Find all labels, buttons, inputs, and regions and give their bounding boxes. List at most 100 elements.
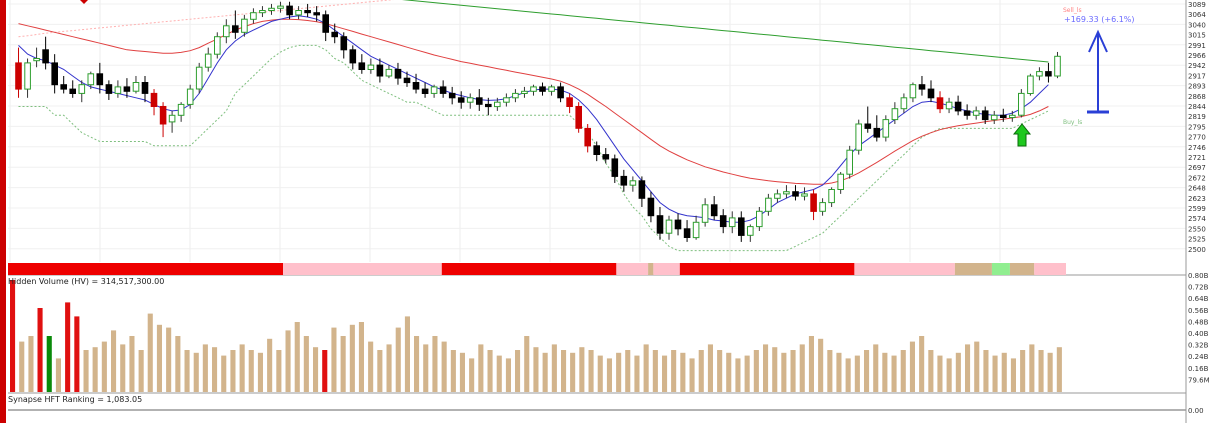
volume-bar bbox=[248, 350, 254, 392]
volume-bar bbox=[230, 350, 236, 392]
volume-bar bbox=[818, 338, 824, 392]
volume-bar bbox=[239, 344, 245, 392]
volume-bar bbox=[680, 352, 686, 392]
ranking-panel-label: Synapse HFT Ranking = 1,083.05 bbox=[8, 395, 143, 404]
candle-body bbox=[756, 210, 763, 228]
candle-body bbox=[1054, 55, 1061, 77]
volume-bar bbox=[707, 344, 713, 392]
volume-bar bbox=[597, 355, 603, 392]
candle-body bbox=[665, 219, 673, 234]
volume-bar bbox=[423, 344, 429, 392]
volume-bar bbox=[111, 330, 117, 392]
price-tick-label: 2550 bbox=[1188, 225, 1206, 233]
candle-body bbox=[241, 18, 248, 33]
volume-bar bbox=[928, 350, 934, 392]
price-tick-label: 3064 bbox=[1188, 11, 1206, 19]
candle-body bbox=[286, 5, 293, 16]
candle-body bbox=[123, 86, 131, 92]
candle-body bbox=[430, 86, 438, 94]
volume-bar bbox=[459, 352, 465, 392]
volume-bar bbox=[671, 350, 677, 392]
price-tick-label: 2574 bbox=[1188, 215, 1206, 223]
volume-tick-label: 0.64B bbox=[1188, 295, 1209, 303]
candle-body bbox=[530, 86, 537, 92]
candle-body bbox=[114, 86, 122, 94]
volume-bar bbox=[955, 352, 961, 392]
candle-body bbox=[828, 189, 835, 204]
candle-body bbox=[1000, 114, 1007, 119]
candle-body bbox=[69, 88, 77, 94]
volume-bar bbox=[1001, 352, 1007, 392]
candle-body bbox=[385, 68, 393, 77]
volume-bar bbox=[285, 330, 291, 392]
candle-body bbox=[96, 73, 104, 86]
signal-strip bbox=[8, 263, 1066, 275]
volume-bar bbox=[561, 350, 567, 392]
volume-bar bbox=[698, 350, 704, 392]
volume-bar bbox=[1029, 344, 1035, 392]
price-tick-label: 2795 bbox=[1188, 123, 1206, 131]
candle-body bbox=[909, 84, 917, 99]
candle-body bbox=[476, 97, 483, 105]
volume-tick-label: 0.72B bbox=[1188, 284, 1209, 292]
candle-body bbox=[819, 202, 826, 212]
volume-tick-label: 0.32B bbox=[1188, 342, 1209, 350]
candle-body bbox=[159, 106, 167, 125]
volume-bar bbox=[65, 302, 71, 392]
volume-bar bbox=[533, 347, 539, 392]
volume-bar bbox=[83, 350, 89, 392]
candle-body bbox=[60, 84, 68, 90]
candle-body bbox=[78, 84, 86, 94]
volume-bar bbox=[432, 336, 438, 392]
volume-bar bbox=[1047, 352, 1053, 392]
candle-body bbox=[738, 217, 745, 236]
candle-body bbox=[268, 7, 275, 12]
candle-body bbox=[963, 110, 971, 116]
candle-body bbox=[295, 10, 302, 16]
volume-bar bbox=[864, 350, 870, 392]
volume-bar bbox=[175, 336, 181, 392]
candle-body bbox=[367, 64, 375, 70]
candle-body bbox=[674, 219, 682, 230]
candle-body bbox=[584, 127, 592, 147]
volume-bar bbox=[193, 352, 199, 392]
candle-body bbox=[873, 127, 881, 138]
candle-body bbox=[439, 86, 447, 94]
candle-body bbox=[421, 88, 429, 94]
volume-bar bbox=[946, 358, 952, 392]
volume-bar bbox=[450, 350, 456, 392]
volume-bar bbox=[156, 324, 162, 392]
candle-body bbox=[448, 92, 456, 99]
band-lines bbox=[18, 0, 1049, 252]
volume-bar bbox=[625, 350, 631, 392]
volume-bar bbox=[965, 344, 971, 392]
candle-body bbox=[656, 215, 664, 234]
volume-bar bbox=[1038, 350, 1044, 392]
candle-body bbox=[403, 77, 411, 84]
candle-body bbox=[412, 82, 420, 90]
candle-body bbox=[1009, 114, 1016, 119]
candle-body bbox=[24, 62, 31, 90]
price-tick-label: 2893 bbox=[1188, 83, 1206, 91]
candle-body bbox=[376, 64, 384, 77]
volume-bar bbox=[303, 336, 309, 392]
candle-body bbox=[864, 123, 872, 129]
candle-body bbox=[701, 204, 709, 223]
volume-bar bbox=[606, 358, 612, 392]
candle-body bbox=[710, 204, 718, 217]
buy-band-line bbox=[18, 44, 1049, 252]
volume-bar bbox=[763, 344, 769, 392]
price-tick-label: 2721 bbox=[1188, 154, 1206, 162]
candle-body bbox=[927, 88, 935, 99]
volume-bar bbox=[46, 336, 52, 392]
volume-bar bbox=[478, 344, 484, 392]
price-tick-label: 2672 bbox=[1188, 174, 1206, 182]
candle-body bbox=[394, 68, 402, 79]
strip-segment bbox=[1034, 263, 1066, 275]
price-tick-label: 2991 bbox=[1188, 42, 1206, 50]
strip-segment bbox=[1009, 263, 1035, 275]
strip-segment bbox=[991, 263, 1010, 275]
volume-bar bbox=[92, 347, 98, 392]
candle-body bbox=[33, 58, 40, 62]
price-tick-label: 3015 bbox=[1188, 32, 1206, 40]
